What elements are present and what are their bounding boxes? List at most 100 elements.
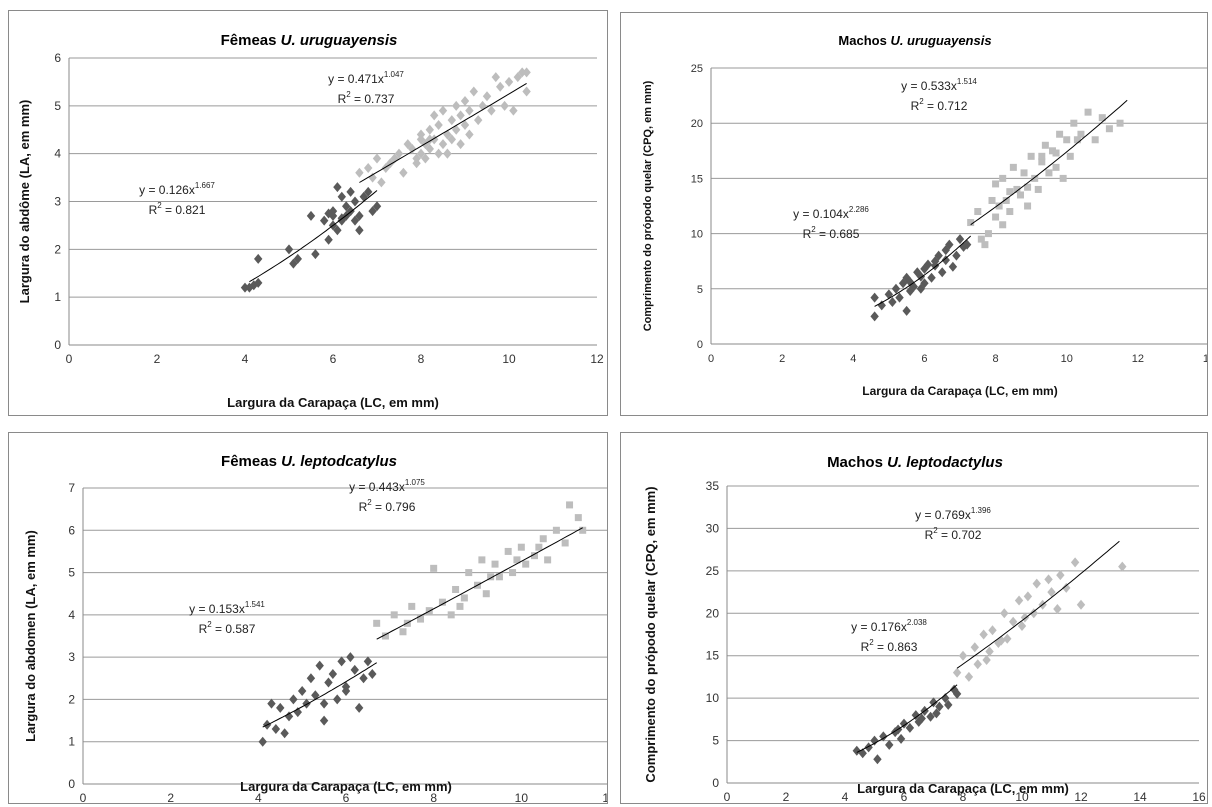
data-point	[337, 191, 346, 202]
data-point	[1041, 141, 1049, 149]
data-point	[899, 718, 909, 729]
chart-title-species: U. uruguayensis	[281, 32, 398, 49]
chart-title-species: U. uruguayensis	[890, 33, 991, 48]
data-point	[390, 611, 398, 619]
x-tick-label: 12	[1132, 353, 1144, 365]
y-tick-label: 5	[68, 566, 75, 580]
x-tick-label: 2	[154, 352, 161, 366]
trendline-equation: y = 0.104x2.286	[793, 205, 869, 221]
data-point	[438, 139, 448, 150]
data-point	[364, 186, 373, 197]
data-point	[368, 172, 377, 183]
x-tick-label: 14	[1203, 353, 1208, 365]
data-point	[948, 261, 958, 272]
x-axis-label: Largura da Carapaça (LC, em mm)	[240, 779, 452, 794]
data-point	[566, 501, 574, 509]
data-point	[1017, 621, 1027, 632]
data-point	[964, 671, 974, 682]
data-point	[574, 514, 582, 522]
data-point	[1052, 163, 1060, 171]
trendline-2	[359, 82, 527, 183]
data-point	[368, 206, 377, 217]
x-tick-label: 10	[1015, 790, 1029, 804]
y-tick-label: 4	[54, 147, 61, 161]
x-tick-label: 8	[418, 352, 425, 366]
x-tick-label: 4	[842, 790, 849, 804]
trendline-r2: R2 = 0.737	[338, 90, 395, 106]
data-point	[952, 250, 961, 261]
chart-panel-females-uruguayensis: 0 1 2 3 4 5 6 0 2 4 6 8 10 12 Fêmeas U. uruguayensis La…	[8, 10, 608, 416]
data-point	[456, 139, 465, 150]
data-point	[1052, 149, 1060, 157]
data-point	[333, 225, 342, 236]
data-point	[254, 277, 263, 288]
data-point	[1047, 587, 1056, 598]
y-tick-label: 6	[68, 523, 75, 537]
data-point	[1070, 119, 1078, 127]
x-tick-label: 8	[993, 353, 999, 365]
data-point	[1023, 591, 1033, 602]
data-point	[561, 539, 569, 547]
chart-panel-males-uruguayensis: 0 5 10 15 20 25 0 2 4 6 8 10 12 14 Machos U. uruguayen…	[620, 12, 1208, 416]
trendline-2	[970, 99, 1128, 226]
y-tick-label: 25	[691, 63, 703, 75]
y-axis-label: Comprimento do própodo quelar (CPQ, em m…	[643, 486, 658, 782]
data-point	[408, 602, 416, 610]
x-tick-label: 4	[850, 353, 856, 365]
data-point	[430, 564, 438, 572]
data-point	[425, 124, 434, 135]
data-point	[302, 698, 311, 709]
data-point	[346, 652, 355, 663]
data-point	[982, 654, 991, 665]
data-point	[372, 153, 382, 164]
data-point	[890, 727, 900, 738]
data-point	[1105, 125, 1113, 133]
x-axis-label: Largura da Carapaça (LC, em mm)	[862, 384, 1057, 398]
trendline-1	[262, 662, 377, 728]
data-point	[1066, 152, 1074, 160]
data-point	[359, 673, 368, 684]
data-point	[346, 186, 355, 197]
data-point	[434, 119, 443, 130]
data-point	[320, 215, 329, 226]
data-point	[995, 202, 1003, 210]
x-tick-label: 10	[1061, 353, 1073, 365]
x-tick-label: 12	[590, 352, 604, 366]
data-point	[465, 129, 474, 140]
data-point	[1038, 152, 1046, 160]
data-point	[355, 225, 364, 236]
data-point	[364, 163, 373, 174]
data-point	[504, 76, 514, 87]
chart-svg-females-leptodactylus: 01234567024681012Fêmeas U. leptodcatylus…	[23, 453, 607, 803]
chart-title: Fêmeas U. uruguayensis	[221, 32, 398, 49]
data-point	[1084, 108, 1092, 116]
trendline-1	[249, 190, 378, 283]
data-point	[920, 278, 929, 289]
data-point	[1002, 196, 1010, 204]
data-point	[1073, 136, 1081, 144]
data-point	[496, 81, 505, 92]
y-tick-label: 15	[691, 173, 703, 185]
chart-title: Fêmeas U. leptodcatylus	[221, 453, 397, 470]
x-tick-label: 2	[779, 353, 785, 365]
data-point	[271, 724, 281, 735]
chart-title-prefix: Fêmeas	[221, 32, 281, 49]
y-tick-label: 5	[712, 734, 719, 748]
data-point	[447, 115, 456, 126]
data-point	[539, 535, 547, 543]
trendline-r2: R2 = 0.712	[911, 97, 968, 113]
trendline-1	[874, 235, 972, 307]
series-2	[355, 67, 531, 188]
data-point	[421, 153, 430, 164]
data-point	[1024, 183, 1032, 191]
chart-panel-females-leptodactylus: 01234567024681012Fêmeas U. leptodcatylus…	[8, 432, 608, 804]
data-point	[923, 259, 933, 270]
data-point	[992, 180, 1000, 188]
data-point	[891, 283, 901, 294]
data-point	[258, 736, 267, 747]
data-point	[306, 673, 316, 684]
data-point	[297, 685, 307, 696]
data-point	[350, 215, 360, 226]
trendline-equation: y = 0.126x1.667	[139, 181, 215, 197]
